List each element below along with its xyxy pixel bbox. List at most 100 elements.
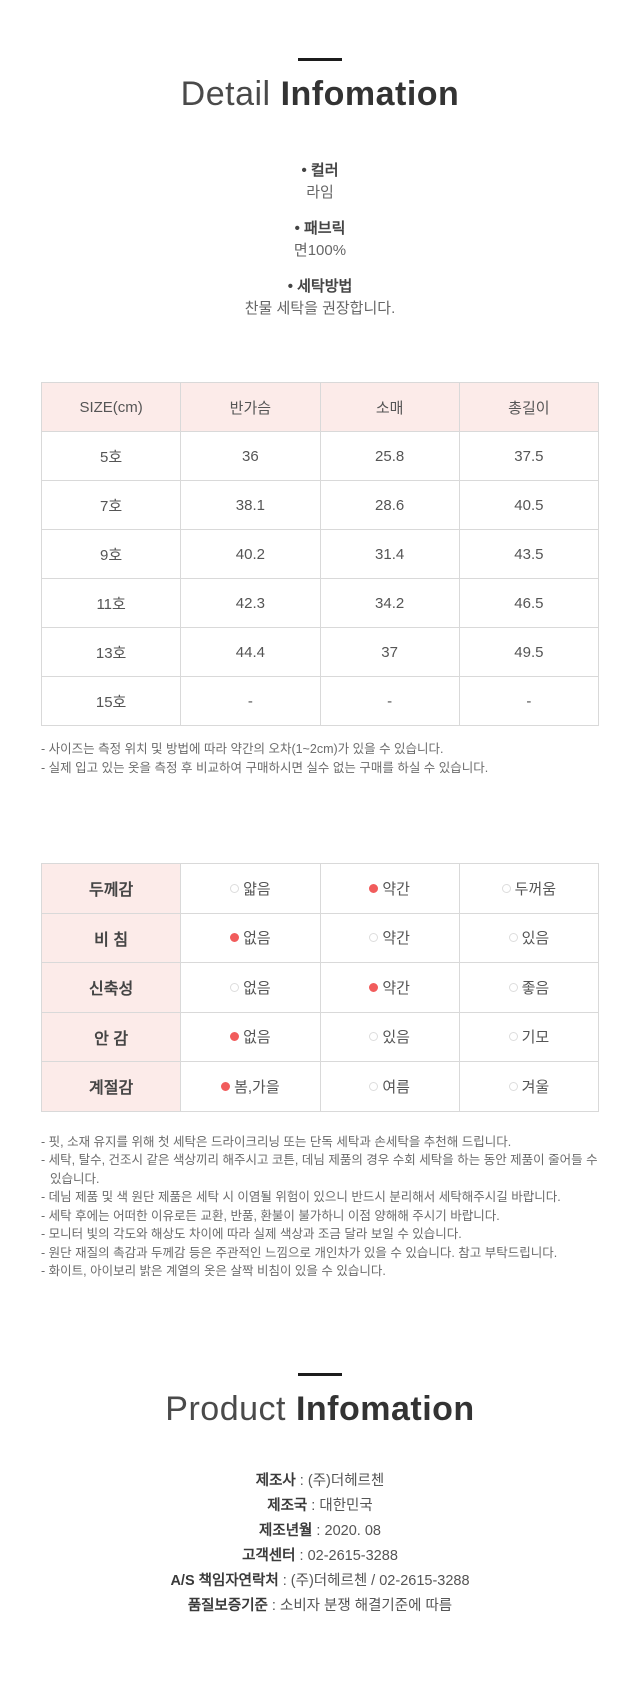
fabric-option-text: 약간: [382, 979, 410, 997]
fabric-table-row: 두께감 얇음 약간 두꺼움: [40, 863, 600, 914]
fabric-option-cell: 있음: [458, 912, 600, 963]
fabric-option-text: 여름: [382, 1078, 410, 1096]
detail-section-title: Detail Infomation: [0, 74, 640, 114]
fabric-row-label: 신축성: [40, 962, 182, 1013]
spec-value: 라임: [306, 184, 334, 201]
fabric-option-text: 기모: [521, 1029, 550, 1047]
fabric-row-label: 안 감: [40, 1011, 182, 1062]
size-value-cell: 38.1: [180, 480, 321, 530]
fabric-option-cell: 약간: [319, 863, 460, 914]
size-table-header-row: SIZE(cm) 반가슴 소매 총길이: [40, 382, 600, 432]
care-note-line: - 원단 재질의 촉감과 두께감 등은 주관적인 느낌으로 개인차가 있을 수 …: [41, 1245, 558, 1260]
size-row-label: 5호: [40, 431, 182, 481]
radio-unselected-icon: [369, 1032, 379, 1042]
care-note-line: - 세탁, 탈수, 건조시 같은 색상끼리 해주시고 코튼, 데님 제품의 경우…: [41, 1153, 598, 1186]
radio-unselected-icon: [508, 1081, 518, 1091]
spec-value: 찬물 세탁을 권장합니다.: [244, 300, 396, 317]
radio-unselected-icon: [369, 933, 379, 943]
fabric-option-text: 얇음: [243, 880, 271, 898]
care-note-line: - 핏, 소재 유지를 위해 첫 세탁은 드라이크리닝 또는 단독 세탁과 손세…: [41, 1134, 512, 1149]
size-value-cell: 44.4: [180, 627, 321, 677]
size-table: SIZE(cm) 반가슴 소매 총길이 5호 36 25.8 37.5 7호 38.1 28.6 4…: [40, 382, 600, 726]
size-column-header: 반가슴: [180, 382, 321, 432]
care-note-line: - 모니터 빛의 각도와 해상도 차이에 따라 실제 색상과 조금 달라 보일 …: [41, 1227, 462, 1241]
fabric-option-cell: 두꺼움: [458, 863, 600, 914]
radio-unselected-icon: [369, 1081, 379, 1091]
size-value-cell: 42.3: [180, 578, 321, 628]
product-info-line: 제조사 : (주)더헤르첸: [255, 1472, 385, 1489]
product-info-label: 고객센터: [242, 1547, 296, 1564]
product-info-line: 제조년월 : 2020. 08: [259, 1522, 381, 1539]
size-value-cell: 25.8: [319, 431, 460, 481]
size-table-row: 7호 38.1 28.6 40.5: [40, 480, 600, 530]
product-info-line: A/S 책임자연락처 : (주)더헤르첸 / 02-2615-3288: [170, 1572, 470, 1589]
radio-selected-icon: [230, 933, 240, 943]
fabric-table-row: 비 침 없음 약간 있음: [40, 912, 600, 963]
size-value-cell: -: [458, 676, 600, 726]
fabric-option-text: 없음: [243, 930, 271, 948]
size-notes: - 사이즈는 측정 위치 및 방법에 따라 약간의 오차(1~2cm)가 있을 …: [41, 740, 599, 777]
fabric-option-cell: 얇음: [180, 863, 321, 914]
product-info-line: 고객센터 : 02-2615-3288: [242, 1547, 398, 1564]
fabric-option-text: 있음: [521, 930, 550, 948]
size-row-label: 7호: [40, 480, 182, 530]
care-notes: - 핏, 소재 유지를 위해 첫 세탁은 드라이크리닝 또는 단독 세탁과 손세…: [41, 1133, 599, 1281]
detail-title-bold: Infomation: [280, 75, 460, 113]
radio-selected-icon: [369, 883, 379, 893]
fabric-option-cell: 기모: [458, 1011, 600, 1062]
size-value-cell: -: [319, 676, 460, 726]
size-value-cell: 36: [180, 431, 321, 481]
size-column-header: 소매: [319, 382, 460, 432]
fabric-option-cell: 없음: [180, 912, 321, 963]
size-table-row: 11호 42.3 34.2 46.5: [40, 578, 600, 628]
size-row-label: 9호: [40, 529, 182, 579]
radio-unselected-icon: [501, 883, 511, 893]
size-table-row: 5호 36 25.8 37.5: [40, 431, 600, 481]
spec-list: • 컬러 라임 • 패브릭 면100% • 세탁방법 찬물 세탁을 권장합니다.: [0, 160, 640, 320]
size-row-label: 13호: [40, 627, 182, 677]
care-note-line: - 화이트, 아이보리 밝은 계열의 옷은 살짝 비침이 있을 수 있습니다.: [41, 1264, 386, 1278]
radio-unselected-icon: [230, 883, 240, 893]
product-info-label: 제조국: [267, 1497, 308, 1514]
product-title-light: Product: [165, 1389, 286, 1428]
size-note-line: - 실제 입고 있는 옷을 측정 후 비교하여 구매하시면 실수 없는 구매를 …: [41, 760, 489, 775]
size-value-cell: 37: [319, 627, 460, 677]
product-info-label: 품질보증기준: [187, 1597, 268, 1614]
fabric-option-cell: 봄,가을: [180, 1061, 321, 1112]
fabric-option-cell: 약간: [319, 962, 460, 1013]
product-info-line: 품질보증기준 : 소비자 분쟁 해결기준에 따름: [187, 1597, 453, 1614]
size-row-label: 15호: [40, 676, 182, 726]
product-info-line: 제조국 : 대한민국: [267, 1497, 373, 1514]
fabric-row-label: 두께감: [40, 863, 182, 914]
spec-item: • 컬러 라임: [0, 160, 640, 204]
fabric-option-text: 없음: [243, 1029, 271, 1047]
fabric-table-row: 안 감 없음 있음 기모: [40, 1011, 600, 1062]
fabric-option-text: 두꺼움: [514, 880, 557, 898]
section-divider-line: [298, 58, 342, 61]
fabric-option-cell: 없음: [180, 1011, 321, 1062]
product-info-value: 02-2615-3288: [307, 1547, 398, 1564]
product-title-bold: Infomation: [295, 1389, 475, 1428]
care-note-line: - 세탁 후에는 어떠한 이유로든 교환, 반품, 환불이 불가하니 이점 양해…: [41, 1208, 500, 1223]
fabric-table-row: 신축성 없음 약간 좋음: [40, 962, 600, 1013]
radio-unselected-icon: [230, 982, 240, 992]
size-value-cell: 49.5: [458, 627, 600, 677]
spec-value: 면100%: [293, 242, 347, 259]
radio-unselected-icon: [508, 1032, 518, 1042]
fabric-table: 두께감 얇음 약간 두꺼움 비 침 없음 약간 있음 신축성 없음 약간 좋음 안 감 없음 있음 기모 계절감…: [40, 863, 600, 1112]
spec-item: • 패브릭 면100%: [0, 218, 640, 262]
product-info-value: 소비자 분쟁 해결기준에 따름: [279, 1597, 453, 1614]
size-column-header: 총길이: [458, 382, 600, 432]
size-value-cell: 34.2: [319, 578, 460, 628]
size-column-header: SIZE(cm): [40, 382, 182, 432]
product-info-value: (주)더헤르첸 / 02-2615-3288: [290, 1572, 470, 1589]
fabric-row-label: 계절감: [40, 1061, 182, 1112]
size-value-cell: 43.5: [458, 529, 600, 579]
size-table-header: SIZE(cm) 반가슴 소매 총길이: [40, 382, 600, 432]
section-divider-line: [298, 1372, 342, 1376]
fabric-option-text: 좋음: [521, 979, 550, 997]
product-info-label: 제조년월: [259, 1522, 313, 1539]
radio-selected-icon: [221, 1081, 231, 1091]
fabric-option-text: 봄,가을: [234, 1078, 280, 1096]
